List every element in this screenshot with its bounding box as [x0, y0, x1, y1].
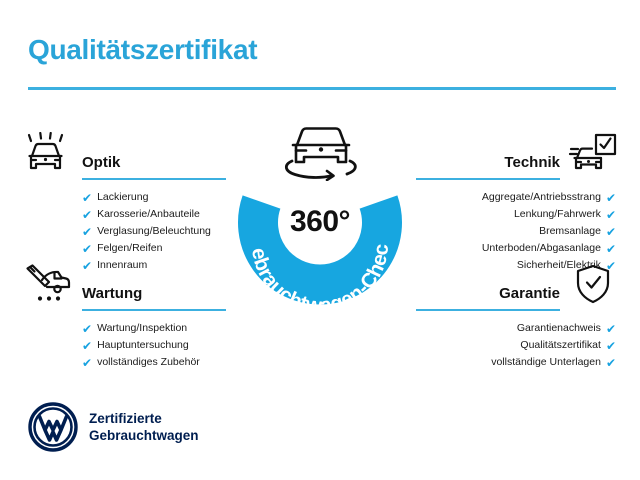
checklist-optik: ✔ Lackierung ✔ Karosserie/Anbauteile ✔ V… [24, 189, 230, 274]
check-icon: ✔ [605, 355, 616, 370]
list-item: ✔ Bremsanlage [412, 223, 618, 240]
checklist-garantie: ✔ Garantienachweis ✔ Qualitätszertifikat… [412, 320, 618, 371]
checklist-wartung: ✔ Wartung/Inspektion ✔ Hauptuntersuchung… [24, 320, 230, 371]
list-item-label: Bremsanlage [539, 225, 601, 237]
section-title-garantie: Garantie [499, 285, 560, 302]
shield-check-icon [568, 263, 618, 307]
section-header-garantie: Garantie [412, 263, 618, 309]
list-item-label: Aggregate/Antriebsstrang [481, 191, 601, 203]
list-item: ✔ Lenkung/Fahrwerk [412, 206, 618, 223]
list-item: ✔ Wartung/Inspektion [24, 320, 230, 337]
shiny-car-icon [24, 131, 74, 176]
check-icon: ✔ [605, 338, 616, 353]
list-item: ✔ Innenraum [24, 257, 230, 274]
list-item: ✔ Felgen/Reifen [24, 240, 230, 257]
check-icon: ✔ [605, 190, 616, 205]
check-icon: ✔ [605, 241, 616, 256]
list-item: ✔ Hauptuntersuchung [24, 337, 230, 354]
title-divider [28, 87, 616, 90]
check-icon: ✔ [82, 207, 93, 222]
list-item: ✔ Sicherheit/Elektrik [412, 257, 618, 274]
list-item-label: Unterboden/Abgasanlage [481, 242, 601, 254]
list-item: ✔ vollständige Unterlagen [412, 354, 618, 371]
list-item-label: vollständige Unterlagen [491, 356, 601, 368]
check-icon: ✔ [605, 258, 616, 273]
check-icon: ✔ [605, 207, 616, 222]
rotating-car-icon [275, 119, 367, 181]
section-optik: Optik ✔ Lackierung ✔ Karosserie/Anbautei… [24, 131, 230, 274]
check-icon: ✔ [82, 224, 93, 239]
list-item: ✔ vollständiges Zubehör [24, 354, 230, 371]
list-item: ✔ Lackierung [24, 189, 230, 206]
check-icon: ✔ [82, 338, 93, 353]
list-item-label: Karosserie/Anbauteile [97, 208, 200, 220]
footer-text: Zertifizierte Gebrauchtwagen [89, 410, 199, 444]
check-icon: ✔ [605, 224, 616, 239]
list-item: ✔ Garantienachweis [412, 320, 618, 337]
section-divider-technik [416, 178, 560, 180]
list-item-label: Innenraum [97, 259, 148, 271]
badge-ring: Gebrauchtwagen-Check [228, 152, 402, 317]
section-technik: Technik ✔ Aggregate/Antriebsstrang ✔ Len… [412, 132, 618, 274]
check-icon: ✔ [82, 241, 93, 256]
check-icon: ✔ [82, 258, 93, 273]
list-item: ✔ Qualitätszertifikat [412, 337, 618, 354]
list-item-label: Qualitätszertifikat [520, 339, 601, 351]
service-car-icon [24, 263, 74, 307]
footer-brand: Zertifizierte Gebrauchtwagen [28, 402, 199, 452]
360-check-badge: Gebrauchtwagen-Check 360° [228, 127, 412, 336]
list-item-label: Wartung/Inspektion [97, 322, 188, 334]
section-garantie: Garantie ✔ Garantienachweis ✔ Qualitätsz… [412, 263, 618, 371]
section-wartung: Wartung ✔ Wartung/Inspektion ✔ Hauptunte… [24, 263, 230, 371]
list-item-label: vollständiges Zubehör [97, 356, 200, 368]
section-header-technik: Technik [412, 132, 618, 178]
section-header-optik: Optik [24, 131, 230, 178]
list-item-label: Garantienachweis [516, 322, 601, 334]
vw-logo [28, 402, 78, 452]
car-checkbox-icon [568, 132, 618, 176]
list-item: ✔ Aggregate/Antriebsstrang [412, 189, 618, 206]
check-icon: ✔ [82, 321, 93, 336]
check-icon: ✔ [605, 321, 616, 336]
section-title-wartung: Wartung [82, 285, 143, 302]
list-item-label: Sicherheit/Elektrik [516, 259, 601, 271]
check-icon: ✔ [82, 190, 93, 205]
list-item: ✔ Unterboden/Abgasanlage [412, 240, 618, 257]
section-divider-garantie [416, 309, 560, 311]
list-item-label: Felgen/Reifen [97, 242, 163, 254]
badge-center-label: 360° [289, 205, 351, 238]
list-item-label: Hauptuntersuchung [97, 339, 189, 351]
section-title-technik: Technik [504, 154, 560, 171]
check-icon: ✔ [82, 355, 93, 370]
footer-line-1: Zertifizierte [89, 411, 162, 426]
list-item-label: Lackierung [97, 191, 149, 203]
section-header-wartung: Wartung [24, 263, 230, 309]
footer-line-2: Gebrauchtwagen [89, 428, 199, 443]
list-item-label: Verglasung/Beleuchtung [97, 225, 211, 237]
list-item: ✔ Karosserie/Anbauteile [24, 206, 230, 223]
page-title: Qualitätszertifikat [28, 34, 258, 65]
section-divider-wartung [82, 309, 226, 311]
list-item: ✔ Verglasung/Beleuchtung [24, 223, 230, 240]
section-title-optik: Optik [82, 154, 121, 171]
section-divider-optik [82, 178, 226, 180]
checklist-technik: ✔ Aggregate/Antriebsstrang ✔ Lenkung/Fah… [412, 189, 618, 274]
list-item-label: Lenkung/Fahrwerk [513, 208, 601, 220]
